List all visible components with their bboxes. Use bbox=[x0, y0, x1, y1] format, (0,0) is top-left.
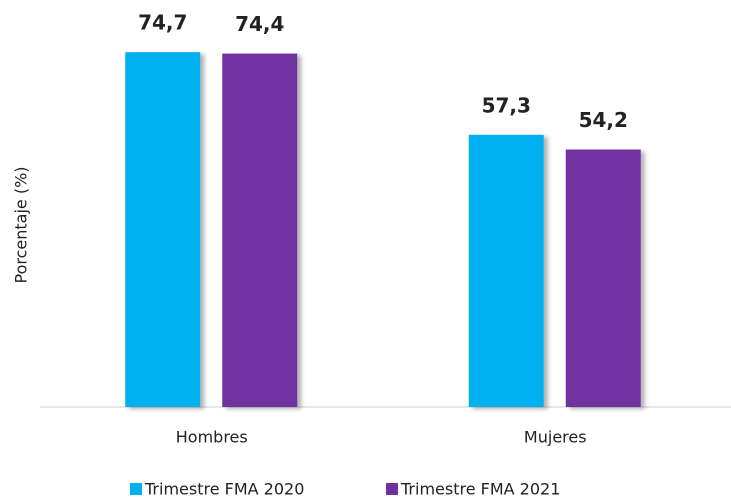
x-tick-label: Hombres bbox=[176, 428, 248, 447]
legend-label: Trimestre FMA 2020 bbox=[144, 480, 304, 499]
x-tick-label: Mujeres bbox=[524, 428, 587, 447]
value-label: 54,2 bbox=[579, 108, 628, 132]
legend-swatch bbox=[130, 483, 142, 495]
value-label: 57,3 bbox=[482, 93, 531, 117]
value-label: 74,4 bbox=[235, 12, 284, 36]
bar bbox=[125, 52, 201, 408]
bar bbox=[222, 53, 298, 407]
y-axis-label: Porcentaje (%) bbox=[12, 166, 31, 283]
legend-label: Trimestre FMA 2021 bbox=[400, 480, 560, 499]
bar bbox=[565, 149, 641, 408]
bar bbox=[468, 134, 544, 407]
legend-swatch bbox=[386, 483, 398, 495]
value-label: 74,7 bbox=[138, 11, 187, 35]
